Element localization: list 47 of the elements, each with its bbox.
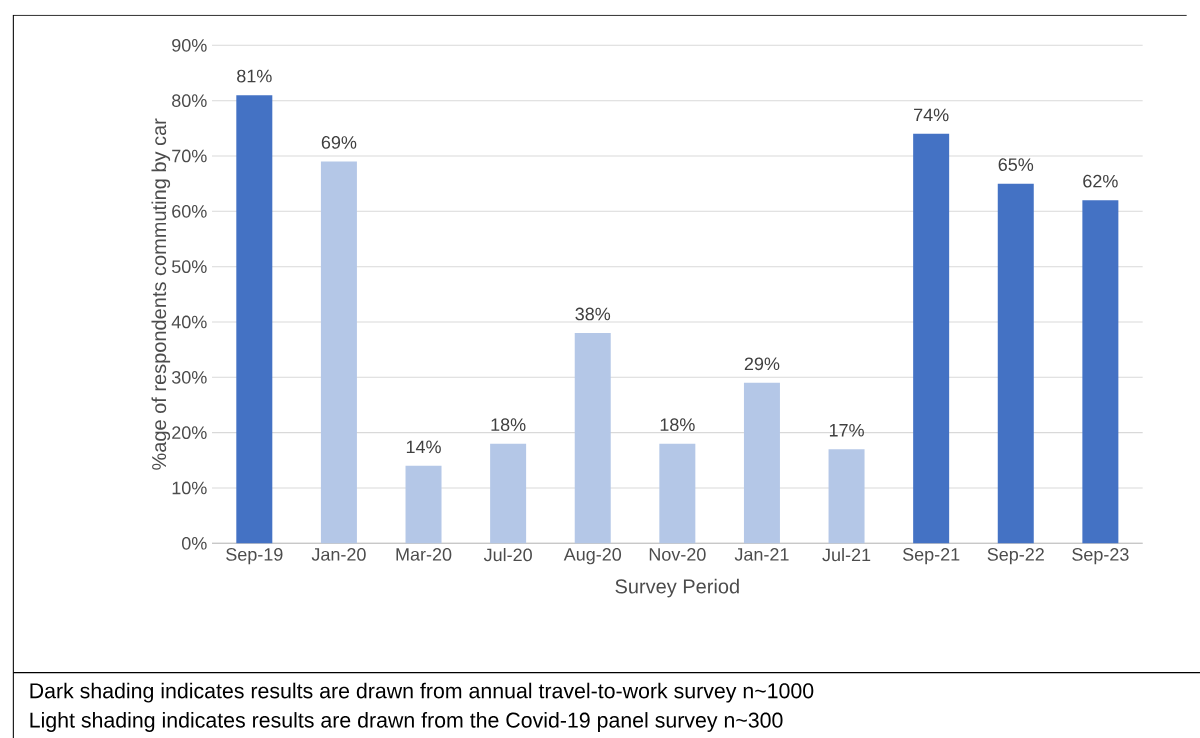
data-label: 74% (914, 108, 949, 122)
x-tick-label: Sep-21 (902, 548, 960, 565)
bar (1082, 200, 1119, 544)
bar (743, 382, 780, 544)
y-tick-label: 10% (172, 481, 207, 495)
x-tick-label: Sep-19 (226, 548, 283, 565)
x-tick-label: Nov-20 (649, 548, 706, 561)
data-label: 62% (1083, 174, 1118, 188)
y-tick-label: 50% (171, 260, 207, 274)
x-tick-label: Mar-20 (396, 548, 452, 561)
x-tick-label: Jan-20 (311, 548, 366, 561)
y-tick-label: 80% (172, 94, 207, 108)
x-tick-label: Jan-21 (734, 548, 789, 561)
data-label: 81% (237, 69, 272, 83)
x-tick-label: Aug-20 (563, 548, 622, 565)
text: Light shading indicates results are drawn from the Covid-19 panel survey n~300 (30, 712, 783, 732)
y-tick-label: 20% (172, 426, 207, 440)
y-tick-label: 70% (172, 149, 207, 163)
y-tick-label: 90% (172, 38, 207, 52)
data-label: 29% (744, 357, 780, 371)
bar (320, 161, 357, 544)
bar (405, 465, 442, 544)
y-tick-label: 30% (171, 370, 207, 384)
x-tick-label: Jul-21 (822, 548, 871, 562)
bar (236, 95, 273, 544)
x-tick-label: Sep-22 (987, 548, 1044, 565)
y-tick-label: 60% (172, 204, 207, 218)
bar (574, 333, 611, 544)
y-tick-label: 0% (181, 536, 207, 550)
x-tick-label: Jul-20 (483, 548, 532, 562)
y-tick-label: 40% (171, 315, 207, 329)
data-label: 65% (998, 158, 1034, 171)
data-label: 17% (829, 423, 864, 437)
data-label: 69% (321, 136, 357, 149)
bar (828, 449, 865, 544)
x-tick-label: Sep-23 (1072, 548, 1129, 565)
data-label: 18% (660, 418, 695, 431)
x-axis-title: Survey Period (615, 578, 739, 598)
bar (659, 443, 696, 544)
bar (490, 443, 527, 544)
data-label: 18% (491, 418, 526, 431)
y-axis-title: %age of respondents commuting by car (151, 118, 171, 470)
bar (997, 183, 1034, 544)
text: Dark shading indicates results are drawn from annual travel-to-work survey n~1000 (30, 682, 814, 703)
data-label: 14% (406, 440, 441, 454)
bar (913, 133, 950, 544)
data-label: 38% (575, 307, 611, 321)
